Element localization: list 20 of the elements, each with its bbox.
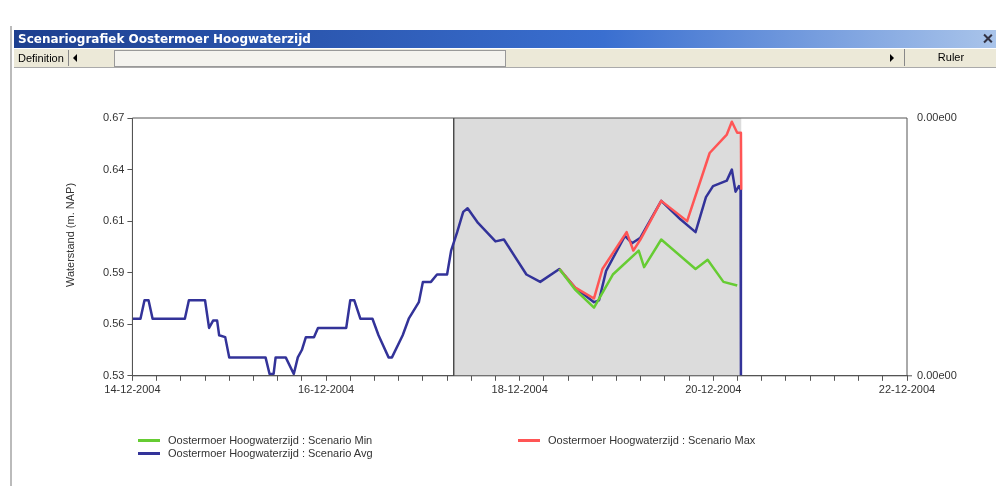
text: Definition — [14, 50, 69, 66]
x-tick-label: 22-12-2004 — [878, 383, 936, 396]
legend-label: Oostermoer Hoogwaterzijd : Scenario Max — [548, 434, 756, 446]
legend-label: Oostermoer Hoogwaterzijd : Scenario Avg — [168, 447, 373, 459]
y-tick-label: 0.64 — [102, 162, 125, 175]
y-tick-label: 0.56 — [102, 317, 125, 330]
y-tick-label: 0.61 — [102, 214, 125, 227]
x-tick-label: 18-12-2004 — [491, 383, 548, 396]
chart-title: Scenariografiek Oostermoer Hoogwaterzijd — [18, 32, 311, 46]
legend-label: Oostermoer Hoogwaterzijd : Scenario Min — [168, 434, 373, 446]
y-tick-label: 0.67 — [102, 111, 125, 124]
text: Ruler — [904, 49, 997, 66]
y-axis-title: Waterstand (m. NAP) — [64, 182, 76, 288]
y-tick-label: 0.59 — [102, 265, 125, 278]
x-tick-label: 14-12-2004 — [104, 383, 161, 396]
x-tick-label: 16-12-2004 — [297, 383, 355, 396]
y-tick-label: 0.53 — [102, 368, 125, 381]
text: 0.00e00 — [917, 111, 957, 124]
text: 0.00e00 — [917, 368, 957, 381]
x-tick-label: 20-12-2004 — [685, 383, 742, 396]
